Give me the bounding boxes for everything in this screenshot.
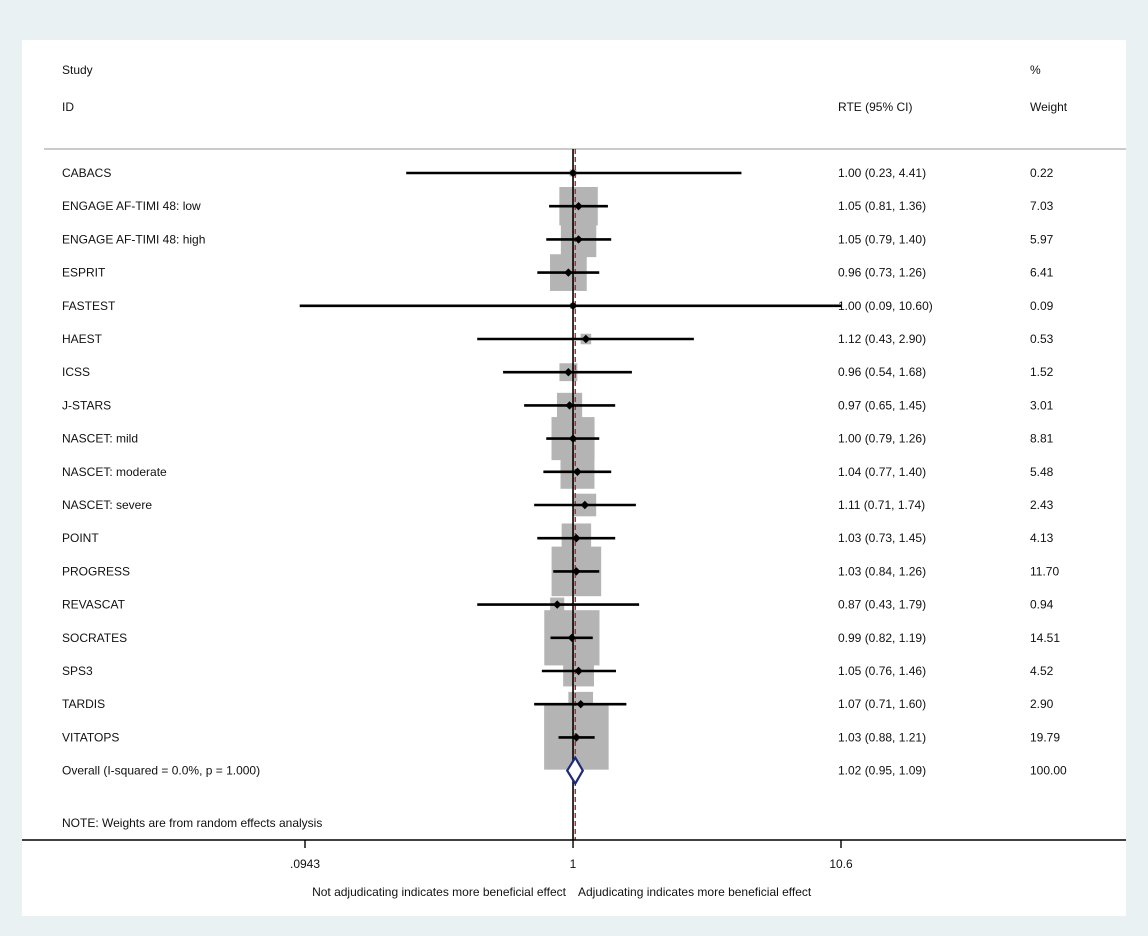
ci-text: 0.96 (0.54, 1.68) xyxy=(838,365,926,379)
row-labels: CABACS 1.00 (0.23, 4.41) 0.22 ENGAGE AF-TIM… xyxy=(62,166,1067,778)
study-label: TARDIS xyxy=(62,697,105,711)
ci-text: 1.05 (0.81, 1.36) xyxy=(838,199,926,213)
weight-text: 0.53 xyxy=(1030,332,1054,346)
ci-text: 1.12 (0.43, 2.90) xyxy=(838,332,926,346)
point-estimate xyxy=(564,268,573,277)
study-label: SOCRATES xyxy=(62,631,127,645)
point-estimate xyxy=(572,733,581,742)
ci-text: 1.05 (0.79, 1.40) xyxy=(838,232,926,246)
point-estimate xyxy=(572,567,581,576)
header-percent-label: % xyxy=(1030,63,1041,77)
ci-text: 0.97 (0.65, 1.45) xyxy=(838,398,926,412)
weight-text: 8.81 xyxy=(1030,432,1054,446)
header-study-label: Study xyxy=(62,63,93,77)
study-label: ICSS xyxy=(62,365,90,379)
ci-text: 1.03 (0.88, 1.21) xyxy=(838,730,926,744)
weight-text: 5.48 xyxy=(1030,465,1054,479)
ci-text: 1.03 (0.84, 1.26) xyxy=(838,564,926,578)
forest-plot: Study ID RTE (95% CI) % Weight CABACS 1.0… xyxy=(22,63,1126,899)
weight-text: 3.01 xyxy=(1030,398,1054,412)
ci-text: 0.87 (0.43, 1.79) xyxy=(838,598,926,612)
study-label: PROGRESS xyxy=(62,564,130,578)
header-weight-label: Weight xyxy=(1030,100,1068,114)
ci-text: 1.00 (0.09, 10.60) xyxy=(838,299,933,313)
weight-text: 19.79 xyxy=(1030,730,1060,744)
study-label: CABACS xyxy=(62,166,111,180)
study-label: REVASCAT xyxy=(62,598,126,612)
header-effect-label: RTE (95% CI) xyxy=(838,100,912,114)
study-label: NASCET: mild xyxy=(62,432,138,446)
study-label: ESPRIT xyxy=(62,266,106,280)
point-estimate xyxy=(553,600,562,609)
study-label: NASCET: severe xyxy=(62,498,152,512)
weight-text: 1.52 xyxy=(1030,365,1054,379)
point-estimate xyxy=(574,666,583,676)
study-label: J-STARS xyxy=(62,398,111,412)
point-estimate xyxy=(574,202,583,211)
point-estimate xyxy=(576,700,585,709)
footnote: NOTE: Weights are from random effects an… xyxy=(62,816,322,830)
ci-text: 0.99 (0.82, 1.19) xyxy=(838,631,926,645)
x-tick-label: .0943 xyxy=(290,857,320,871)
overall-diamond xyxy=(565,755,585,786)
point-estimate xyxy=(564,368,573,377)
point-estimates xyxy=(553,168,591,786)
ci-text: 1.04 (0.77, 1.40) xyxy=(838,465,926,479)
study-label: VITATOPS xyxy=(62,730,119,744)
ci-text: 0.96 (0.73, 1.26) xyxy=(838,266,926,280)
study-label: HAEST xyxy=(62,332,103,346)
point-estimate xyxy=(581,334,591,344)
weight-text: 0.22 xyxy=(1030,166,1054,180)
weight-text: 4.52 xyxy=(1030,664,1054,678)
point-estimate xyxy=(568,168,578,178)
ci-text: 1.03 (0.73, 1.45) xyxy=(838,531,926,545)
overall-ci-text: 1.02 (0.95, 1.09) xyxy=(838,764,926,778)
weight-text: 5.97 xyxy=(1030,232,1054,246)
direction-label-left: Not adjudicating indicates more benefici… xyxy=(312,885,567,899)
point-estimate xyxy=(565,401,574,410)
point-estimate xyxy=(568,301,578,310)
overall-weight-text: 100.00 xyxy=(1030,764,1067,778)
weight-text: 0.94 xyxy=(1030,598,1054,612)
x-tick-label: 1 xyxy=(570,857,577,871)
study-label: NASCET: moderate xyxy=(62,465,167,479)
point-estimate xyxy=(574,235,583,244)
ci-text: 1.00 (0.23, 4.41) xyxy=(838,166,926,180)
weight-text: 0.09 xyxy=(1030,299,1054,313)
ci-text: 1.05 (0.76, 1.46) xyxy=(838,664,926,678)
weight-text: 7.03 xyxy=(1030,199,1054,213)
point-estimate xyxy=(573,467,582,476)
x-tick-label: 10.6 xyxy=(829,857,853,871)
weight-text: 2.90 xyxy=(1030,697,1054,711)
weight-text: 11.70 xyxy=(1030,564,1059,578)
study-label: FASTEST xyxy=(62,299,116,313)
direction-label-right: Adjudicating indicates more beneficial e… xyxy=(578,885,812,899)
study-label: POINT xyxy=(62,531,99,545)
point-estimate xyxy=(567,633,577,642)
study-label: SPS3 xyxy=(62,664,93,678)
study-label: ENGAGE AF-TIMI 48: low xyxy=(62,199,201,213)
weight-text: 4.13 xyxy=(1030,531,1054,545)
ci-text: 1.07 (0.71, 1.60) xyxy=(838,697,926,711)
weight-text: 2.43 xyxy=(1030,498,1054,512)
ci-text: 1.11 (0.71, 1.74) xyxy=(838,498,925,512)
study-label: ENGAGE AF-TIMI 48: high xyxy=(62,232,205,246)
point-estimate xyxy=(580,500,590,510)
weight-text: 14.51 xyxy=(1030,631,1060,645)
point-estimate xyxy=(568,434,578,443)
header-id-label: ID xyxy=(62,100,74,114)
weight-text: 6.41 xyxy=(1030,266,1054,280)
ci-text: 1.00 (0.79, 1.26) xyxy=(838,432,926,446)
overall-label: Overall (I-squared = 0.0%, p = 1.000) xyxy=(62,764,260,778)
forest-plot-panel: Study ID RTE (95% CI) % Weight CABACS 1.0… xyxy=(22,40,1126,916)
x-axis-ticks: .0943 1 10.6 xyxy=(290,840,853,871)
